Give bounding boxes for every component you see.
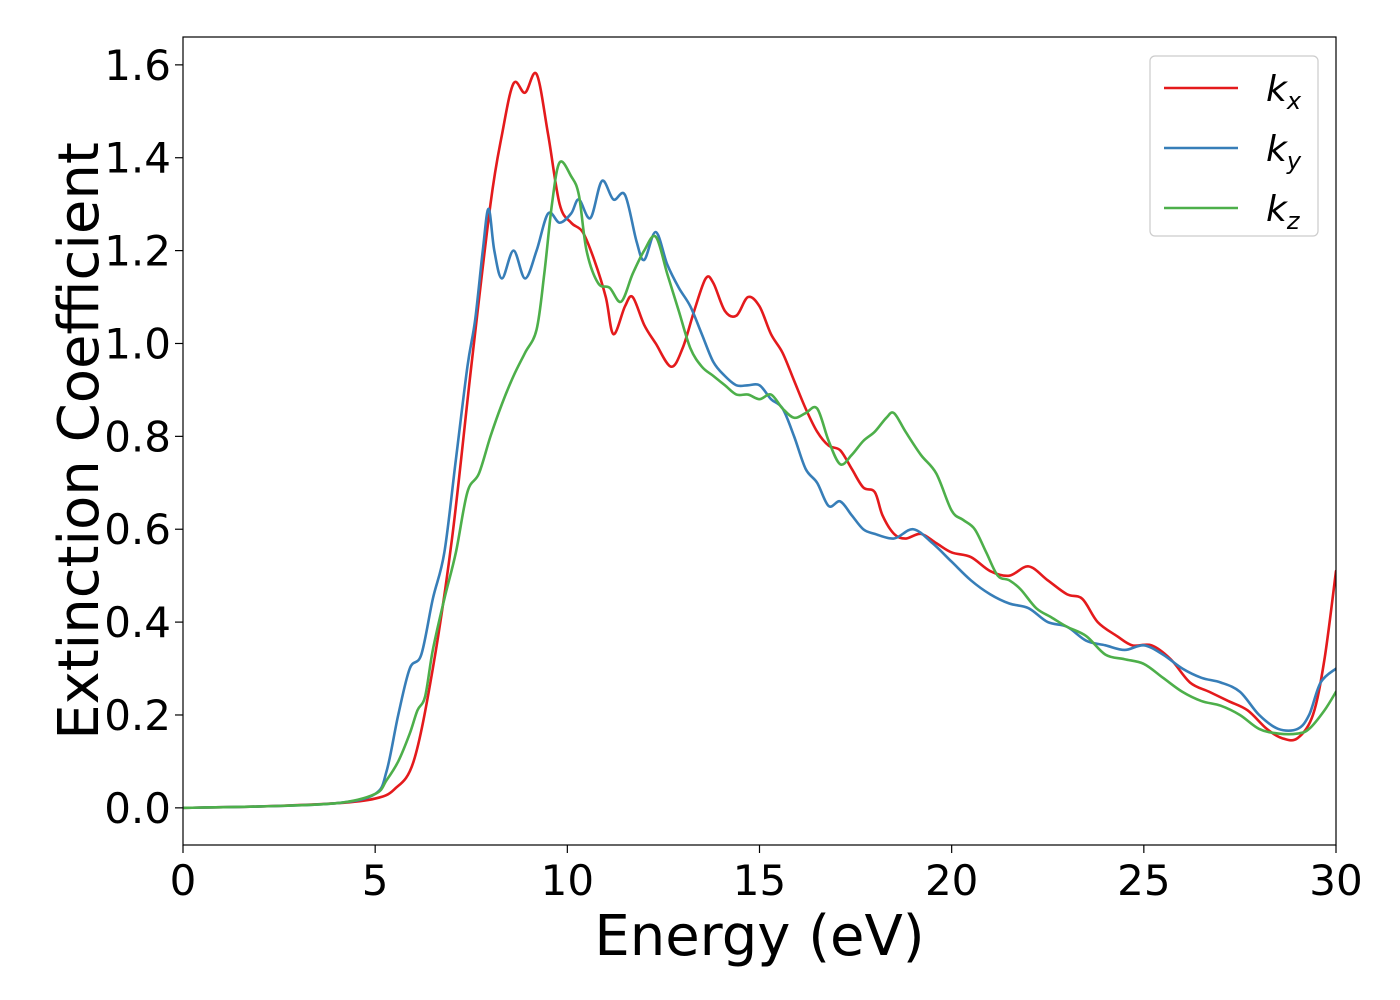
x-tick-label: 5	[362, 856, 389, 905]
x-tick-label: 30	[1309, 856, 1362, 905]
x-tick-label: 0	[170, 856, 197, 905]
x-tick-label: 15	[733, 856, 786, 905]
y-tick-label: 1.4	[104, 134, 171, 183]
legend-label-x: kx	[1266, 69, 1302, 115]
legend-label-z: kz	[1266, 189, 1301, 235]
y-tick-label: 0.4	[104, 598, 171, 647]
y-tick-label: 1.6	[104, 41, 171, 90]
y-axis-ticks: 0.0 0.2 0.4 0.6 0.8 1.0 1.2 1.4 1.6	[104, 41, 183, 833]
y-tick-label: 0.2	[104, 691, 171, 740]
series-layer	[183, 71, 1336, 810]
y-axis-label: Extinction Coefficient	[47, 142, 112, 740]
y-tick-label: 1.0	[104, 319, 171, 368]
y-tick-label: 1.2	[104, 227, 171, 276]
y-tick-label: 0.0	[104, 784, 171, 833]
x-tick-label: 10	[541, 856, 594, 905]
x-axis-label: Energy (eV)	[594, 904, 924, 969]
y-tick-label: 0.6	[104, 505, 171, 554]
legend-box	[1149, 55, 1319, 237]
series-line-k-x	[183, 71, 1336, 810]
legend-label-y: ky	[1266, 129, 1302, 175]
x-tick-label: 25	[1117, 856, 1170, 905]
series-line-k-z	[183, 160, 1336, 810]
x-tick-label: 20	[925, 856, 978, 905]
x-axis-ticks: 0 5 10 15 20 25 30	[170, 845, 1363, 905]
legend: kx ky kz	[1149, 55, 1319, 237]
y-tick-label: 0.8	[104, 412, 171, 461]
series-line-k-y	[183, 179, 1336, 810]
